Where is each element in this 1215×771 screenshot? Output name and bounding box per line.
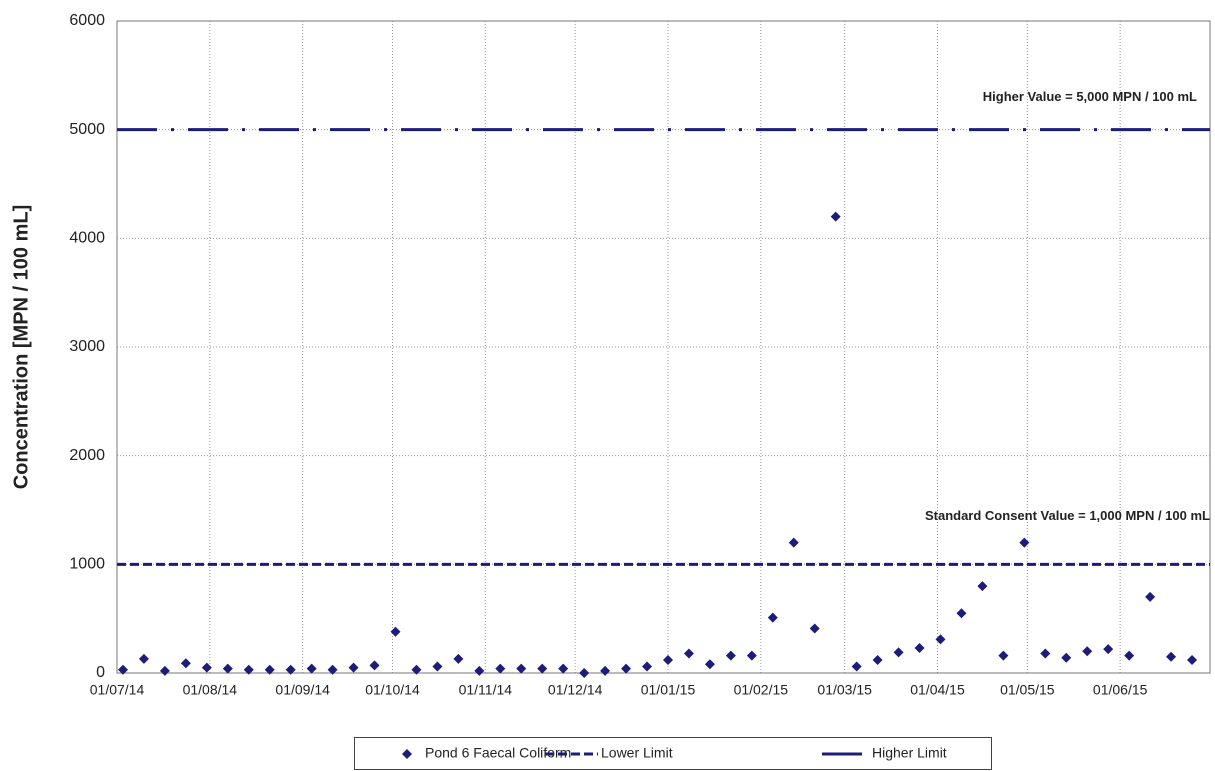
data-point: [558, 663, 569, 674]
data-point: [893, 647, 904, 658]
legend-label: Higher Limit: [872, 745, 947, 761]
data-point: [830, 211, 841, 222]
data-point: [1040, 648, 1051, 659]
data-point: [348, 662, 359, 673]
data-point: [704, 659, 715, 670]
data-point: [180, 658, 191, 669]
data-point: [977, 581, 988, 592]
data-point: [579, 668, 590, 678]
data-point: [222, 663, 233, 674]
y-axis-label: Concentration [MPN / 100 mL]: [10, 205, 32, 489]
data-point: [285, 664, 296, 675]
x-tick-label: 01/04/15: [910, 682, 965, 698]
data-point: [683, 648, 694, 659]
y-tick-label: 3000: [69, 338, 105, 355]
y-tick-label: 4000: [69, 230, 105, 247]
data-point: [746, 650, 757, 661]
data-point: [453, 653, 464, 664]
data-point: [956, 608, 967, 619]
plot-frame: [116, 20, 1211, 674]
x-tick-label: 01/12/14: [548, 682, 603, 698]
legend-label: Lower Limit: [601, 745, 673, 761]
annotation: Higher Value = 5,000 MPN / 100 mL: [983, 89, 1197, 104]
data-point: [1061, 652, 1072, 663]
data-point: [369, 660, 380, 671]
data-point: [662, 654, 673, 665]
data-point: [1103, 644, 1114, 655]
data-point: [642, 661, 653, 672]
data-point: [432, 661, 443, 672]
x-tick-label: 01/08/14: [183, 682, 238, 698]
x-tick-label: 01/02/15: [734, 682, 789, 698]
data-point: [117, 664, 128, 675]
data-point: [872, 654, 883, 665]
x-tick-label: 01/03/15: [817, 682, 872, 698]
legend-marker: [402, 749, 412, 759]
data-point: [914, 643, 925, 654]
x-tick-label: 01/06/15: [1093, 682, 1148, 698]
data-point: [1166, 651, 1177, 662]
data-point: [264, 664, 275, 675]
x-tick-label: 01/10/14: [365, 682, 420, 698]
data-point: [516, 663, 527, 674]
data-point: [725, 650, 736, 661]
x-tick-label: 01/11/14: [459, 682, 513, 698]
data-point: [243, 664, 254, 675]
data-point: [495, 663, 506, 674]
x-tick-label: 01/07/14: [90, 682, 145, 698]
data-point: [159, 665, 170, 676]
data-point: [809, 623, 820, 634]
y-tick-label: 1000: [69, 556, 105, 573]
x-tick-label: 01/01/15: [641, 682, 696, 698]
y-tick-label: 6000: [69, 12, 105, 29]
data-point: [474, 665, 485, 676]
data-point: [1187, 654, 1198, 665]
x-tick-label: 01/09/14: [275, 682, 330, 698]
data-point: [138, 653, 149, 664]
y-tick-label: 0: [96, 664, 105, 681]
legend-label: Pond 6 Faecal Coliform: [425, 745, 571, 761]
data-point: [935, 634, 946, 645]
y-tick-label: 5000: [69, 121, 105, 138]
data-point: [1019, 537, 1030, 548]
data-point: [411, 664, 422, 675]
data-point: [1145, 591, 1156, 602]
data-point: [201, 662, 212, 673]
y-tick-label: 2000: [69, 447, 105, 464]
data-point: [306, 663, 317, 674]
data-point: [1124, 650, 1135, 661]
data-point: [537, 663, 548, 674]
legend-box: [354, 737, 992, 770]
data-point: [327, 664, 338, 675]
data-point: [998, 650, 1009, 661]
annotation: Standard Consent Value = 1,000 MPN / 100…: [925, 508, 1210, 523]
data-point: [767, 612, 778, 623]
data-point: [788, 537, 799, 548]
data-point: [600, 665, 611, 676]
data-point: [1082, 646, 1093, 657]
data-point: [621, 663, 632, 674]
data-point: [851, 661, 862, 672]
x-tick-label: 01/05/15: [1000, 682, 1055, 698]
data-point: [390, 626, 401, 637]
